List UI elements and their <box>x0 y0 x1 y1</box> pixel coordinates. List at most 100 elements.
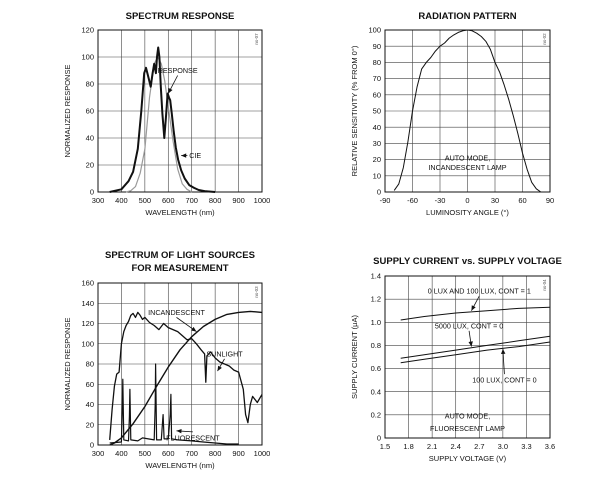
annotation-arrowhead <box>501 348 506 354</box>
x-tick-label: 700 <box>185 196 198 205</box>
x-tick-label: 2.7 <box>474 442 484 451</box>
x-tick-label: 900 <box>232 196 245 205</box>
x-axis-label: WAVELENGTH (nm) <box>145 461 215 470</box>
series-line-100-lux-cont-0 <box>400 341 551 364</box>
x-axis-label: WAVELENGTH (nm) <box>145 208 215 217</box>
annotation-arrowhead <box>468 341 473 347</box>
figure-code: ns-07 <box>254 33 259 45</box>
annotation-label: INCANDESCENT <box>148 308 205 317</box>
y-tick-label: 80 <box>86 80 94 89</box>
y-tick-label: 1.4 <box>371 272 381 281</box>
y-tick-label: 70 <box>373 74 381 83</box>
plot-frame <box>384 275 551 439</box>
annotation-label: 5000 LUX, CONT = 0 <box>435 321 503 330</box>
x-tick-label: 900 <box>232 449 245 458</box>
figure-code: ns-03 <box>254 286 259 298</box>
y-tick-label: 0.2 <box>371 410 381 419</box>
series-line-fluorescent <box>109 363 239 445</box>
x-tick-label: 700 <box>185 449 198 458</box>
y-tick-label: 0.6 <box>371 364 381 373</box>
y-axis-label: NORMALIZED RESPONSE <box>63 318 72 411</box>
x-axis-label: SUPPLY VOLTAGE (V) <box>429 454 507 463</box>
x-tick-label: 0 <box>465 196 469 205</box>
annotation-label: 100 LUX, CONT = 0 <box>472 376 536 385</box>
x-tick-label: 500 <box>139 196 152 205</box>
x-tick-label: 300 <box>92 196 105 205</box>
y-tick-label: 80 <box>86 360 94 369</box>
x-tick-label: 1000 <box>254 196 271 205</box>
plot-frame <box>97 282 263 446</box>
figure-code: ns-02 <box>542 33 547 45</box>
series-line-response <box>109 46 216 193</box>
y-tick-label: 80 <box>373 58 381 67</box>
y-tick-label: 60 <box>86 380 94 389</box>
y-tick-label: 1.0 <box>371 318 381 327</box>
x-tick-label: 400 <box>115 449 128 458</box>
x-tick-label: 600 <box>162 449 175 458</box>
y-tick-label: 100 <box>81 339 94 348</box>
y-tick-label: 100 <box>368 26 381 35</box>
radiation-pattern-chart: RADIATION PATTERN -90 -60 -30 0 30 60 90 0 10 20 30… <box>350 11 554 217</box>
series-line-incandescent <box>109 310 263 446</box>
y-tick-label: 20 <box>86 161 94 170</box>
series-line-0-lux-and-100-lux-cont-1 <box>400 306 551 321</box>
y-axis-label: RELATIVE SENSITIVITY (% FROM 0°) <box>350 45 359 176</box>
y-tick-label: 40 <box>86 400 94 409</box>
chart-title: SPECTRUM RESPONSE <box>126 11 235 22</box>
x-axis-label: LUMINOSITY ANGLE (°) <box>426 208 509 217</box>
y-tick-label: 160 <box>81 279 94 288</box>
x-tick-label: 600 <box>162 196 175 205</box>
annotation-label: AUTO MODE, <box>445 153 490 162</box>
annotation-arrowhead <box>471 305 476 311</box>
x-tick-label: 30 <box>491 196 499 205</box>
x-tick-label: 800 <box>209 449 222 458</box>
figure-code: ns-04 <box>542 279 547 291</box>
annotation-arrowhead <box>217 365 222 372</box>
y-tick-label: 90 <box>373 42 381 51</box>
x-tick-label: -90 <box>380 196 391 205</box>
x-tick-label: 500 <box>139 449 152 458</box>
y-tick-label: 0 <box>377 188 381 197</box>
plot-frame <box>97 29 263 193</box>
annotation-label: AUTO MODE, <box>445 412 490 421</box>
annotation-label: RESPONSE <box>158 66 198 75</box>
y-tick-label: 100 <box>81 53 94 62</box>
annotation-label: CIE <box>189 151 201 160</box>
annotation-label: INCANDESCENT LAMP <box>428 163 506 172</box>
y-tick-label: 20 <box>373 155 381 164</box>
annotation-arrowhead <box>191 326 197 332</box>
y-tick-label: 120 <box>81 319 94 328</box>
x-tick-label: 90 <box>546 196 554 205</box>
y-tick-label: 140 <box>81 299 94 308</box>
x-tick-label: 1.8 <box>403 442 413 451</box>
y-axis-label: SUPPLY CURRENT (μA) <box>350 315 359 399</box>
annotation-label: FLUORESCENT <box>166 433 220 442</box>
y-tick-label: 0.4 <box>371 387 381 396</box>
annotation-arrowhead <box>176 429 182 434</box>
y-tick-label: 120 <box>81 26 94 35</box>
y-tick-label: 40 <box>373 123 381 132</box>
x-tick-label: 2.1 <box>427 442 437 451</box>
x-tick-label: 1.5 <box>380 442 390 451</box>
y-tick-label: 10 <box>373 171 381 180</box>
annotation-label: SUNLIGHT <box>206 349 243 358</box>
y-tick-label: 0 <box>90 441 94 450</box>
annotation-arrowhead <box>181 153 187 158</box>
supply-current-chart: SUPPLY CURRENT vs. SUPPLY VOLTAGE 1.5 1.8 2… <box>350 256 562 463</box>
y-tick-label: 0 <box>90 188 94 197</box>
x-tick-label: 400 <box>115 196 128 205</box>
series-line-sunlight <box>109 311 263 440</box>
chart-title: SUPPLY CURRENT vs. SUPPLY VOLTAGE <box>373 256 562 267</box>
spectrum-light-sources-chart: SPECTRUM OF LIGHT SOURCES FOR MEASUREMENT… <box>63 250 270 470</box>
y-tick-label: 0 <box>377 434 381 443</box>
x-tick-label: 800 <box>209 196 222 205</box>
y-tick-label: 0.8 <box>371 341 381 350</box>
x-tick-label: 300 <box>92 449 105 458</box>
x-tick-label: 60 <box>518 196 526 205</box>
x-tick-label: 3.6 <box>545 442 555 451</box>
annotation-label: 0 LUX AND 100 LUX, CONT = 1 <box>428 287 531 296</box>
chart-title: RADIATION PATTERN <box>418 11 516 22</box>
x-tick-label: -30 <box>435 196 446 205</box>
